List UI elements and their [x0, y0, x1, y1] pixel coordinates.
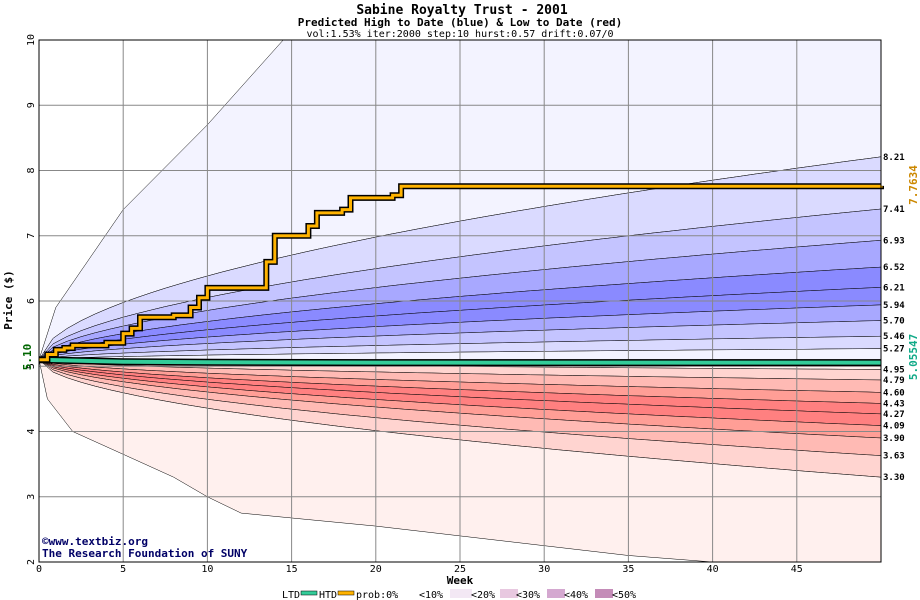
- y-tick-6: 6: [26, 298, 37, 304]
- x-tick-20: 20: [370, 564, 382, 575]
- x-tick-30: 30: [538, 564, 550, 575]
- right-label-4: 6.21: [883, 283, 905, 293]
- x-tick-35: 35: [622, 564, 634, 575]
- y-tick-10: 10: [26, 34, 37, 46]
- watermark-org: The Research Foundation of SUNY: [42, 547, 248, 560]
- x-tick-0: 0: [36, 564, 42, 575]
- legend-ltd-label: LTD: [282, 590, 300, 600]
- htd-final-label: 7.7634: [907, 165, 920, 205]
- plot-frame: [38, 39, 882, 563]
- legend-htd-label: HTD: [319, 590, 337, 600]
- series-lines: [38, 183, 884, 367]
- right-label-12: 4.43: [883, 399, 905, 409]
- right-label-2: 6.93: [883, 236, 905, 246]
- legend-30-label: <30%: [516, 590, 540, 600]
- legend-swatch-20: [500, 589, 518, 598]
- legend-50-label: <50%: [612, 590, 636, 600]
- x-tick-10: 10: [201, 564, 213, 575]
- y-tick-7: 7: [26, 233, 37, 239]
- start-price-label: 5.10: [21, 344, 34, 371]
- x-axis-label: Week: [447, 574, 474, 587]
- right-label-11: 4.60: [883, 388, 905, 398]
- x-tick-15: 15: [286, 564, 298, 575]
- x-tick-5: 5: [120, 564, 126, 575]
- legend-htd-swatch: [337, 590, 355, 596]
- right-label-14: 4.09: [883, 422, 905, 432]
- legend: LTD HTD prob:0% <10% <20% <30% <40% <50%: [282, 589, 636, 600]
- right-label-1: 7.41: [883, 205, 905, 215]
- legend-10-label: <10%: [419, 590, 443, 600]
- legend-20-label: <20%: [471, 590, 495, 600]
- right-label-5: 5.94: [883, 301, 905, 311]
- y-tick-2: 2: [26, 559, 37, 565]
- right-label-3: 6.52: [883, 263, 905, 273]
- ltd-line: [38, 357, 881, 365]
- y-tick-9: 9: [26, 102, 37, 108]
- chart-title: Sabine Royalty Trust - 2001: [356, 3, 567, 18]
- right-label-10: 4.79: [883, 376, 905, 386]
- right-label-8: 5.27: [883, 345, 905, 355]
- legend-swatch-0: [400, 589, 420, 598]
- right-label-0: 8.21: [883, 153, 905, 163]
- legend-prob-label: prob:0%: [356, 590, 398, 600]
- right-label-9: 4.95: [883, 366, 905, 376]
- right-label-7: 5.46: [883, 332, 905, 342]
- ltd-final-label: 5.05547: [907, 334, 920, 380]
- right-label-15: 3.90: [883, 434, 905, 444]
- x-tick-45: 45: [791, 564, 803, 575]
- chart-params: vol:1.53% iter:2000 step:10 hurst:0.57 d…: [306, 29, 613, 40]
- y-tick-8: 8: [26, 167, 37, 173]
- legend-ltd-swatch: [300, 590, 318, 596]
- x-tick-25: 25: [454, 564, 466, 575]
- legend-swatch-40: [595, 589, 613, 598]
- right-level-labels: 8.21 7.41 6.93 6.52 6.21 5.94 5.70 5.46 5.27 4.95…: [883, 153, 905, 483]
- y-tick-3: 3: [26, 494, 37, 500]
- y-tick-5: 5: [26, 363, 37, 369]
- right-label-13: 4.27: [883, 410, 905, 420]
- y-tick-4: 4: [26, 428, 37, 434]
- x-tick-40: 40: [707, 564, 719, 575]
- right-label-6: 5.70: [883, 317, 905, 327]
- grid-lines: [39, 40, 881, 562]
- chart-subtitle: Predicted High to Date (blue) & Low to D…: [298, 16, 623, 29]
- htd-line: [39, 184, 883, 362]
- watermark-url: ©www.textbiz.org: [42, 535, 148, 548]
- right-label-17: 3.30: [883, 473, 905, 483]
- y-axis-label: Price ($): [2, 270, 15, 330]
- legend-swatch-30: [547, 589, 565, 598]
- right-label-16: 3.63: [883, 452, 905, 462]
- legend-swatch-10: [450, 589, 472, 598]
- legend-40-label: <40%: [564, 590, 588, 600]
